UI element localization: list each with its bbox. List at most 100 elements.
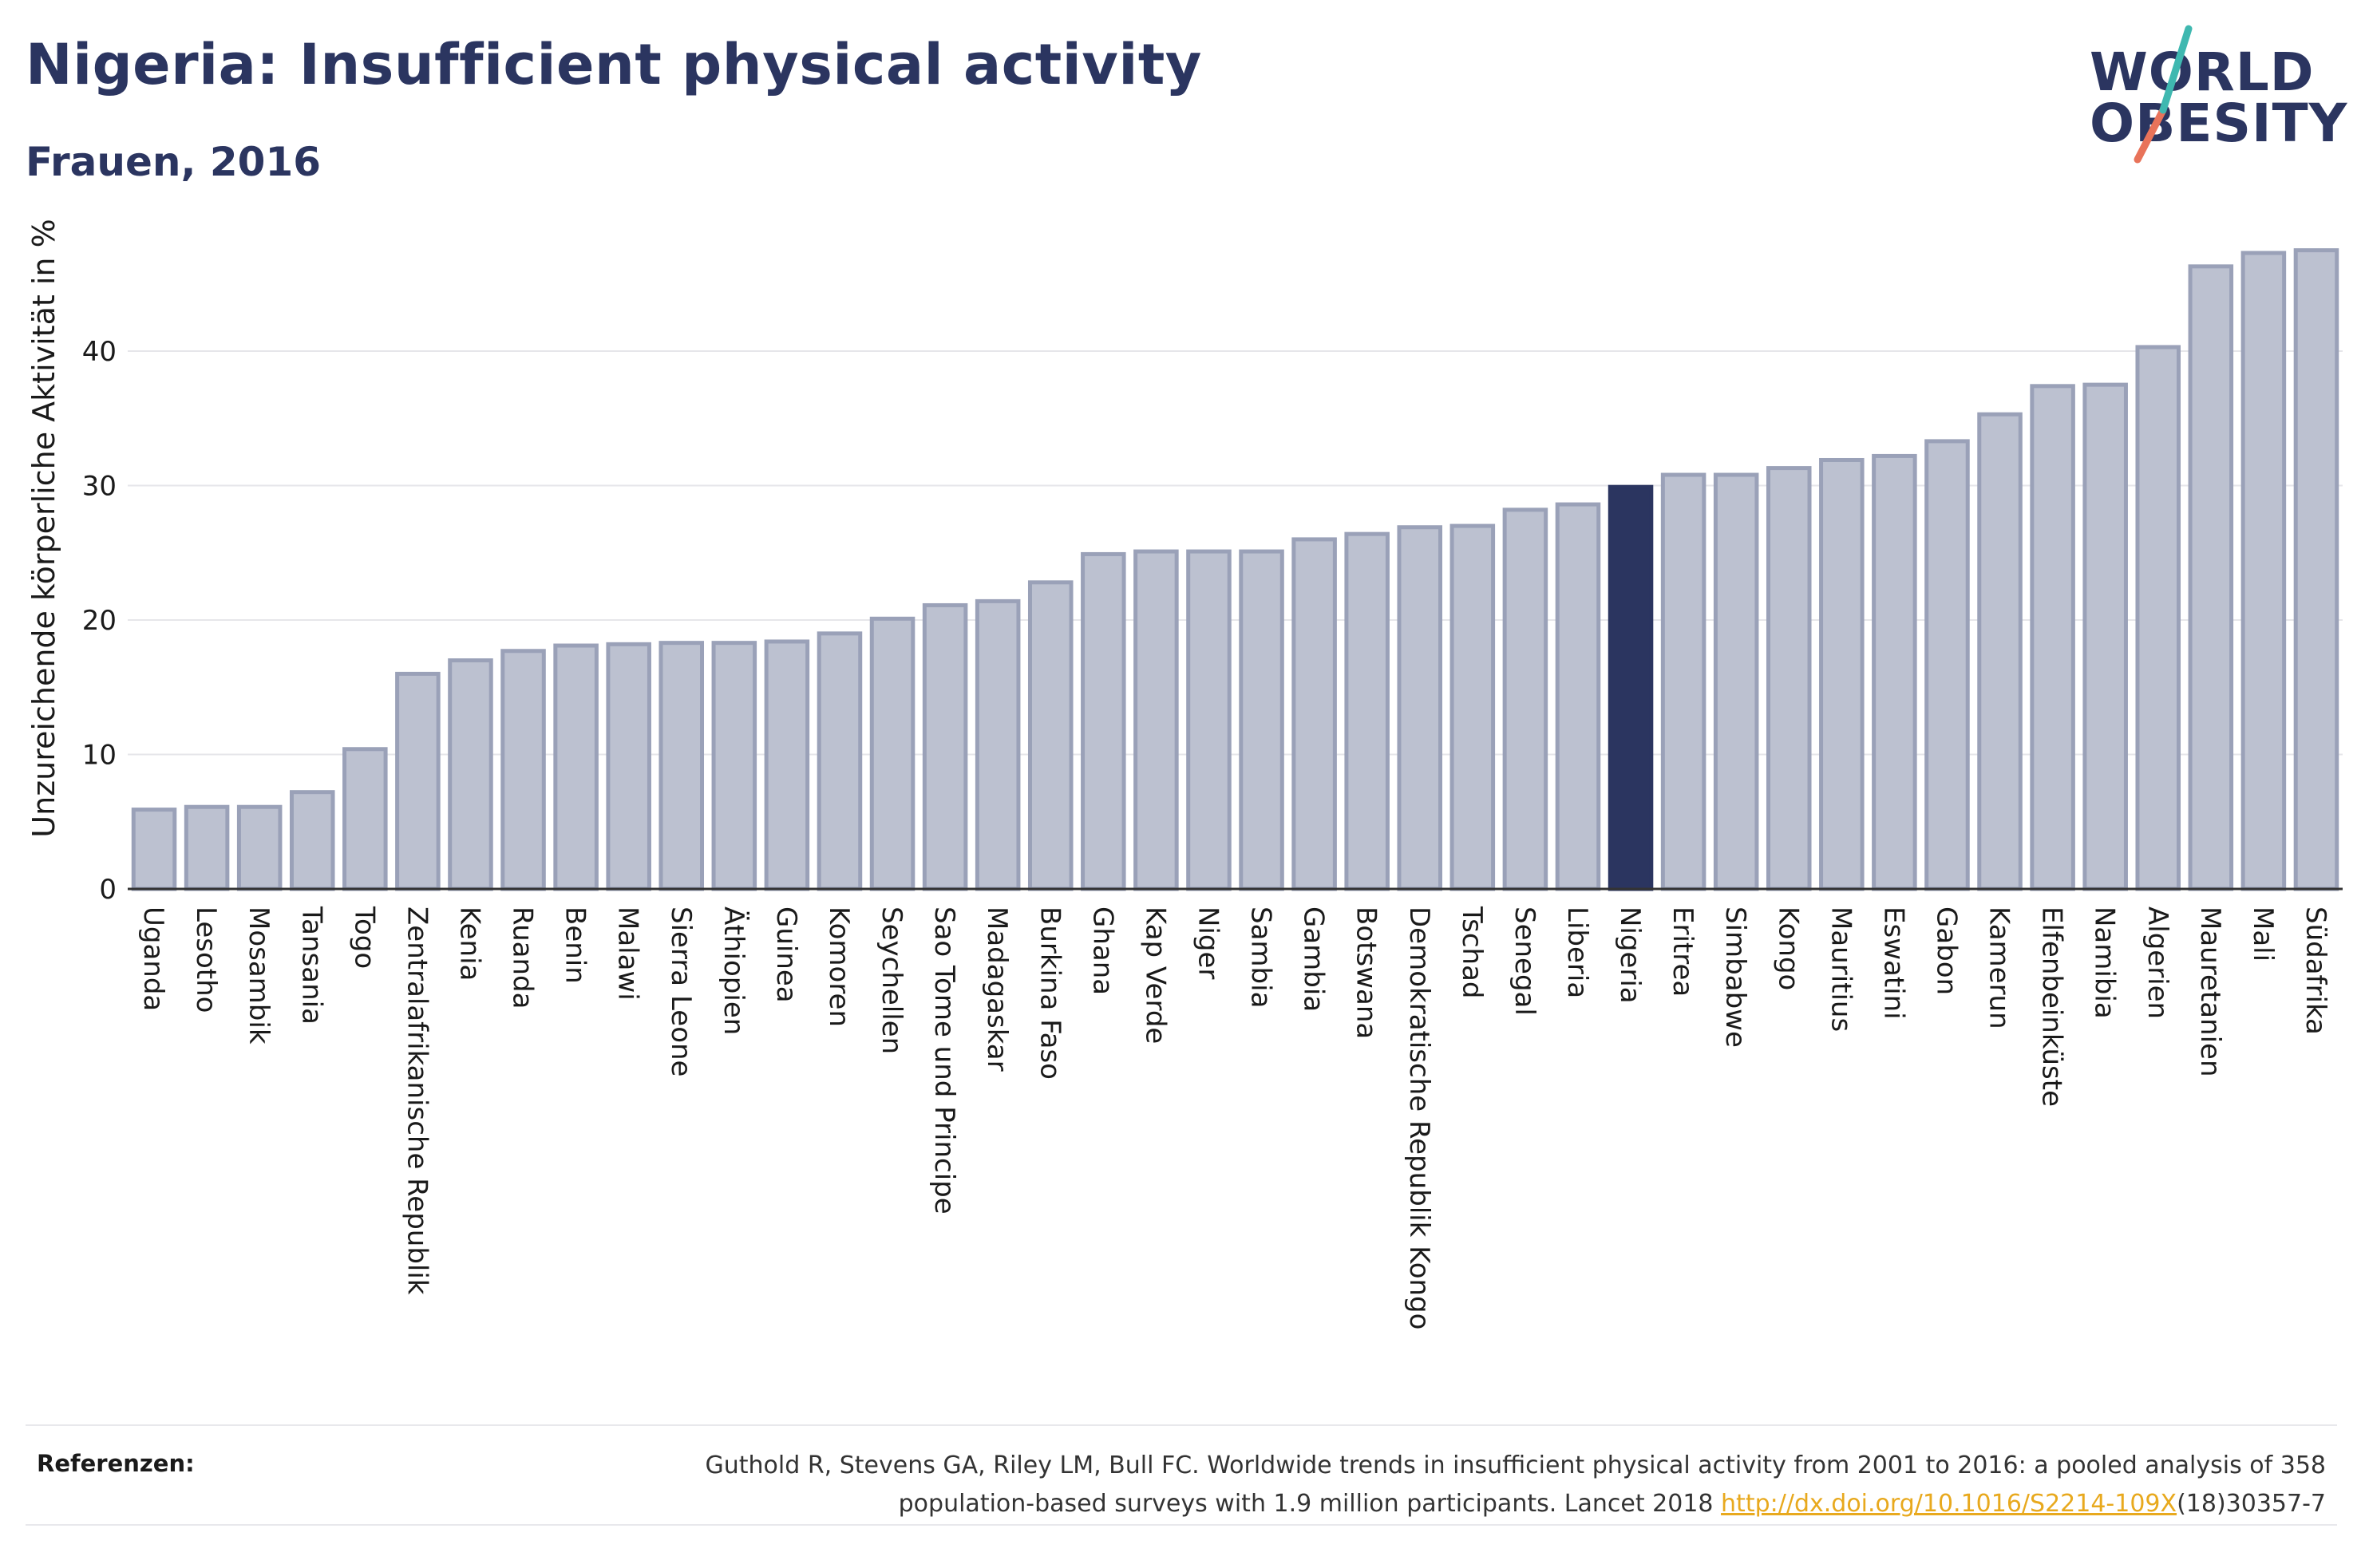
logo-line-world: WORLD	[2090, 41, 2315, 103]
reference-line-2: population-based surveys with 1.9 millio…	[490, 1485, 2326, 1523]
bar	[606, 642, 651, 891]
bar	[2135, 345, 2181, 891]
bar	[1872, 453, 1917, 891]
x-tick-label: Sambia	[1245, 906, 1277, 1008]
x-tick-label: Kenia	[453, 906, 485, 981]
bar	[711, 641, 757, 891]
chart-title: Nigeria: Insufficient physical activity	[26, 32, 1202, 97]
x-tick-label: Demokratische Republik Kongo	[1403, 906, 1435, 1329]
x-tick-label: Eritrea	[1667, 906, 1699, 997]
y-tick-label: 30	[82, 471, 117, 503]
bar	[236, 804, 283, 891]
x-tick-label: Lesotho	[190, 906, 222, 1013]
bar	[2293, 248, 2339, 891]
bar	[1397, 525, 1443, 891]
x-tick-label: Burkina Faso	[1034, 906, 1066, 1080]
x-tick-label: Liberia	[1561, 906, 1593, 998]
bar	[1977, 412, 2023, 891]
x-tick-label: Simbabwe	[1719, 906, 1751, 1048]
x-tick-label: Mauretanien	[2194, 906, 2226, 1077]
reference-line-1: Guthold R, Stevens GA, Riley LM, Bull FC…	[705, 1451, 2326, 1479]
reference-line-2-suffix: (18)30357-7	[2177, 1490, 2326, 1518]
x-tick-label: Namibia	[2089, 906, 2121, 1019]
bar	[1502, 508, 1548, 891]
bar	[1555, 502, 1601, 891]
x-tick-label: Sierra Leone	[665, 906, 697, 1076]
bar	[1133, 549, 1179, 891]
x-tick-label: Mosambik	[243, 906, 275, 1045]
bar	[2188, 264, 2234, 891]
x-tick-label: Madagaskar	[981, 906, 1013, 1072]
y-tick-label: 20	[82, 605, 117, 637]
references-label: Referenzen:	[37, 1450, 195, 1477]
bar	[395, 671, 441, 891]
bar	[1819, 457, 1865, 891]
x-tick-label: Ghana	[1086, 906, 1118, 995]
bar	[1239, 549, 1284, 891]
x-tick-label: Tschad	[1456, 906, 1488, 999]
doi-link[interactable]: http://dx.doi.org/10.1016/S2214-109X	[1721, 1490, 2177, 1518]
bar	[1344, 531, 1390, 891]
y-tick-label: 0	[99, 874, 117, 906]
bar	[975, 598, 1021, 891]
x-tick-label: Südafrika	[2300, 906, 2331, 1035]
bar	[1027, 580, 1074, 891]
bar	[1081, 551, 1126, 891]
bar-highlight	[1608, 484, 1654, 891]
reference-divider-top	[26, 1424, 2337, 1426]
y-tick-label: 10	[82, 740, 117, 772]
x-tick-label: Guinea	[770, 906, 802, 1003]
x-tick-label: Malawi	[612, 906, 644, 1001]
x-tick-label: Kamerun	[1983, 906, 2015, 1029]
x-tick-label: Komoren	[823, 906, 855, 1027]
bar	[342, 747, 388, 891]
bar	[184, 804, 230, 891]
bar	[131, 808, 177, 891]
x-tick-label: Togo	[348, 906, 380, 969]
references-text: Guthold R, Stevens GA, Riley LM, Bull FC…	[490, 1447, 2326, 1523]
bar	[1291, 537, 1337, 891]
bar	[1186, 549, 1232, 891]
bar	[553, 643, 599, 891]
x-tick-label: Niger	[1192, 906, 1224, 979]
x-tick-label: Tansania	[295, 906, 327, 1025]
x-tick-label: Sao Tome und Principe	[928, 906, 960, 1215]
x-tick-label: Kap Verde	[1139, 906, 1171, 1044]
logo-line-obesity: OBESITY	[2090, 93, 2348, 154]
bar	[1449, 523, 1496, 891]
bar	[764, 639, 810, 891]
x-tick-label: Senegal	[1509, 906, 1540, 1016]
chart-subtitle: Frauen, 2016	[26, 139, 322, 185]
x-tick-label: Algerien	[2142, 906, 2173, 1019]
x-tick-label: Gambia	[1298, 906, 1330, 1012]
bar	[1660, 472, 1706, 891]
x-tick-label: Kongo	[1772, 906, 1804, 990]
bar	[2082, 382, 2128, 891]
x-tick-label: Nigeria	[1614, 906, 1646, 1004]
bar	[2240, 251, 2287, 891]
bar	[289, 790, 335, 891]
y-axis-label: Unzureichende körperliche Aktivität in %	[26, 219, 61, 837]
x-tick-label: Zentralafrikanische Republik	[401, 906, 433, 1295]
bar	[448, 658, 493, 891]
x-tick-label: Eswatini	[1877, 906, 1909, 1020]
bar	[869, 616, 916, 891]
bar	[1924, 439, 1970, 891]
y-tick-label: 40	[82, 336, 117, 368]
bar	[658, 641, 705, 891]
bar	[500, 649, 546, 891]
logo-slash-icon	[2134, 25, 2193, 164]
x-tick-label: Uganda	[137, 906, 169, 1011]
x-tick-label: Mauritius	[1825, 906, 1857, 1032]
bar-chart: 0 10 20 30 40 Unzureichende körperliche Aktiv…	[26, 219, 2343, 1329]
x-tick-label: Botswana	[1351, 906, 1382, 1039]
x-tick-label: Benin	[560, 906, 591, 984]
x-tick-label: Gabon	[1930, 906, 1962, 995]
x-tick-label: Mali	[2247, 906, 2279, 962]
x-tick-label: Elfenbeinküste	[2036, 906, 2068, 1107]
bar	[1766, 466, 1812, 891]
x-tick-label: Äthiopien	[718, 906, 749, 1035]
bar	[922, 602, 968, 891]
world-obesity-logo: WORLD OBESITY	[2075, 24, 2347, 168]
x-tick-label: Ruanda	[507, 906, 539, 1009]
